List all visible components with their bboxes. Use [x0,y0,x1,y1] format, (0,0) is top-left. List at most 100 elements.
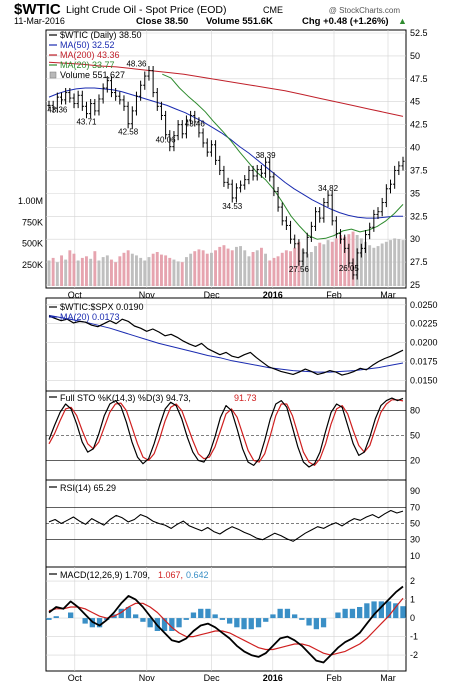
volume-bar [76,260,80,286]
volume-bar [293,247,297,287]
sto-y-tick-label: 80 [410,406,420,416]
macd-histogram-bar [125,607,132,619]
volume-bar [55,262,59,286]
price-x-tick-label: Dec [204,290,221,300]
volume-bar [118,256,122,286]
sto-k-line [48,397,404,468]
volume-bar [130,253,134,286]
legend-label-sto-d: 91.73 [234,393,257,403]
macd-histogram-bar [263,618,269,622]
volume-bar [397,239,401,286]
volume-bar [72,253,76,286]
volume-bar [114,262,118,286]
chart-exchange: CME [263,5,283,15]
ma50-line [48,87,403,219]
macd-histogram-bar [46,618,52,620]
price-y-tick-label: 47.5 [410,74,428,84]
volume-bar [93,251,97,287]
volume-bar [218,246,222,286]
macd-histogram-bar [364,603,370,619]
volume-bar [172,259,176,286]
rsi-line [48,509,404,542]
volume-bar [376,246,380,286]
macd-histogram-bar [349,608,356,618]
price-annotation: 43.36 [47,105,68,114]
bottom-x-tick-label: Dec [204,673,221,683]
ratio-y-tick-label: 0.0225 [410,319,438,329]
volume-bar [268,260,272,286]
rsi-y-tick-label: 50 [410,519,420,529]
volume-bar [284,250,288,286]
macd-histogram-bar [190,612,197,618]
volume-bar [314,246,317,286]
price-annotation: 34.82 [318,184,339,193]
legend-label-signal: 1.067, [158,570,183,580]
volume-bar [322,244,326,286]
macd-histogram-bar [212,614,218,619]
macd-histogram-bar [313,618,319,630]
volume-bar [80,257,84,286]
macd-histogram-bar [133,614,139,619]
volume-bar [201,250,205,286]
volume-bar [301,249,305,286]
macd-histogram-bar [378,601,384,618]
volume-bar [164,255,168,286]
volume-bar [110,259,113,286]
macd-y-tick-label: 2 [410,576,415,586]
rsi-y-tick-label: 30 [410,535,420,545]
macd-histogram-bar [234,618,240,628]
volume-bar [289,251,292,287]
volume-bar [401,240,405,286]
volume-bar [185,257,188,286]
macd-histogram-bar [320,618,327,628]
volume-bar [235,246,238,286]
rsi-y-tick-label: 10 [410,551,420,561]
price-annotation: 27.56 [289,265,310,274]
volume-bar [226,248,230,286]
price-annotation: 26.05 [339,264,360,273]
volume-bar [230,250,234,286]
macd-histogram-bar [219,618,225,620]
macd-histogram-bar [393,603,399,619]
macd-y-tick-label: -1 [410,632,418,642]
macd-histogram-bar [53,616,59,618]
volume-bar [47,260,51,286]
volume-bar [147,257,151,286]
volume-bar [280,252,284,286]
volume-bar [272,257,276,286]
price-annotation: 48.36 [126,60,147,69]
volume-bar [101,257,105,286]
volume-bar [68,250,72,286]
volume-bar [368,245,372,286]
volume-bar [105,255,109,286]
volume-bar [189,253,193,286]
price-x-tick-label: 2016 [263,290,283,300]
price-y-tick-label: 45 [410,97,420,107]
macd-histogram-bar [248,618,254,630]
ratio-y-tick-label: 0.0200 [410,338,438,348]
price-annotation: 43.46 [185,119,206,128]
volume-bar [339,235,342,286]
volume-bar [247,256,251,286]
bottom-x-tick-label: Mar [380,673,396,683]
volume-bar [260,247,263,287]
volume-bar [210,252,213,286]
macd-histogram-bar [306,618,312,626]
volume-value: Volume 551.6K [206,16,273,27]
volume-bar [89,258,93,286]
volume-bar [326,240,330,286]
macd-histogram-bar [241,618,247,630]
legend-swatch-volume [49,71,57,79]
price-x-tick-label: Nov [139,290,156,300]
change-up-arrow-icon: ▲ [398,16,407,26]
price-x-tick-label: Feb [326,290,342,300]
macd-histogram-bar [284,608,291,618]
price-x-tick-label: Mar [380,290,396,300]
macd-y-tick-label: -2 [410,650,418,660]
volume-bar [160,254,163,286]
price-y-tick-label: 40 [410,143,420,153]
macd-histogram-bar [96,618,103,628]
macd-histogram-bar [371,601,377,618]
macd-histogram-bar [299,618,305,620]
